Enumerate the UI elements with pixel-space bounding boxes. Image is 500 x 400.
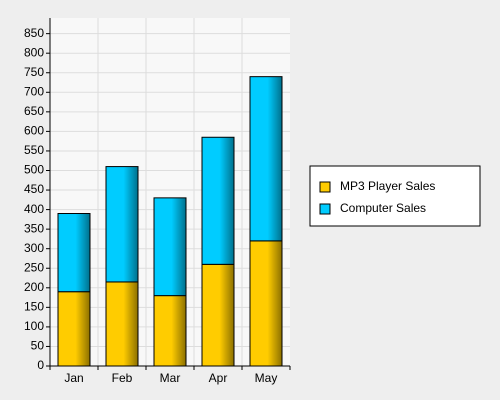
y-tick-label: 850 <box>24 26 44 40</box>
legend-label: Computer Sales <box>340 201 426 215</box>
x-tick-label: Jan <box>64 371 83 385</box>
bar-shade <box>201 136 235 265</box>
bar-shade <box>201 263 235 367</box>
bar-shade <box>153 197 187 297</box>
bar-shade <box>105 281 139 367</box>
x-tick-label: Feb <box>112 371 133 385</box>
y-tick-label: 550 <box>24 143 44 157</box>
x-tick-label: Apr <box>209 371 228 385</box>
legend-box <box>309 165 481 227</box>
y-tick-label: 350 <box>24 221 44 235</box>
bar-shade <box>249 240 283 367</box>
y-tick-label: 150 <box>24 300 44 314</box>
y-tick-label: 50 <box>31 339 45 353</box>
x-tick-label: May <box>255 371 278 385</box>
y-tick-label: 800 <box>24 45 44 59</box>
y-tick-label: 0 <box>37 358 44 372</box>
y-tick-label: 200 <box>24 280 44 294</box>
legend-swatch <box>319 181 331 193</box>
y-tick-label: 750 <box>24 65 44 79</box>
bar-shade <box>57 213 91 293</box>
y-tick-label: 300 <box>24 241 44 255</box>
y-tick-label: 600 <box>24 124 44 138</box>
bar-shade <box>153 295 187 367</box>
y-tick-label: 500 <box>24 163 44 177</box>
bar-shade <box>249 76 283 242</box>
y-tick-label: 450 <box>24 182 44 196</box>
bar-shade <box>57 291 91 367</box>
legend-label: MP3 Player Sales <box>340 179 435 193</box>
bar-shade <box>105 166 139 283</box>
y-tick-label: 700 <box>24 84 44 98</box>
y-tick-label: 100 <box>24 319 44 333</box>
x-tick-label: Mar <box>160 371 181 385</box>
y-tick-label: 400 <box>24 202 44 216</box>
y-tick-label: 650 <box>24 104 44 118</box>
y-tick-label: 250 <box>24 260 44 274</box>
legend-swatch <box>319 203 331 215</box>
